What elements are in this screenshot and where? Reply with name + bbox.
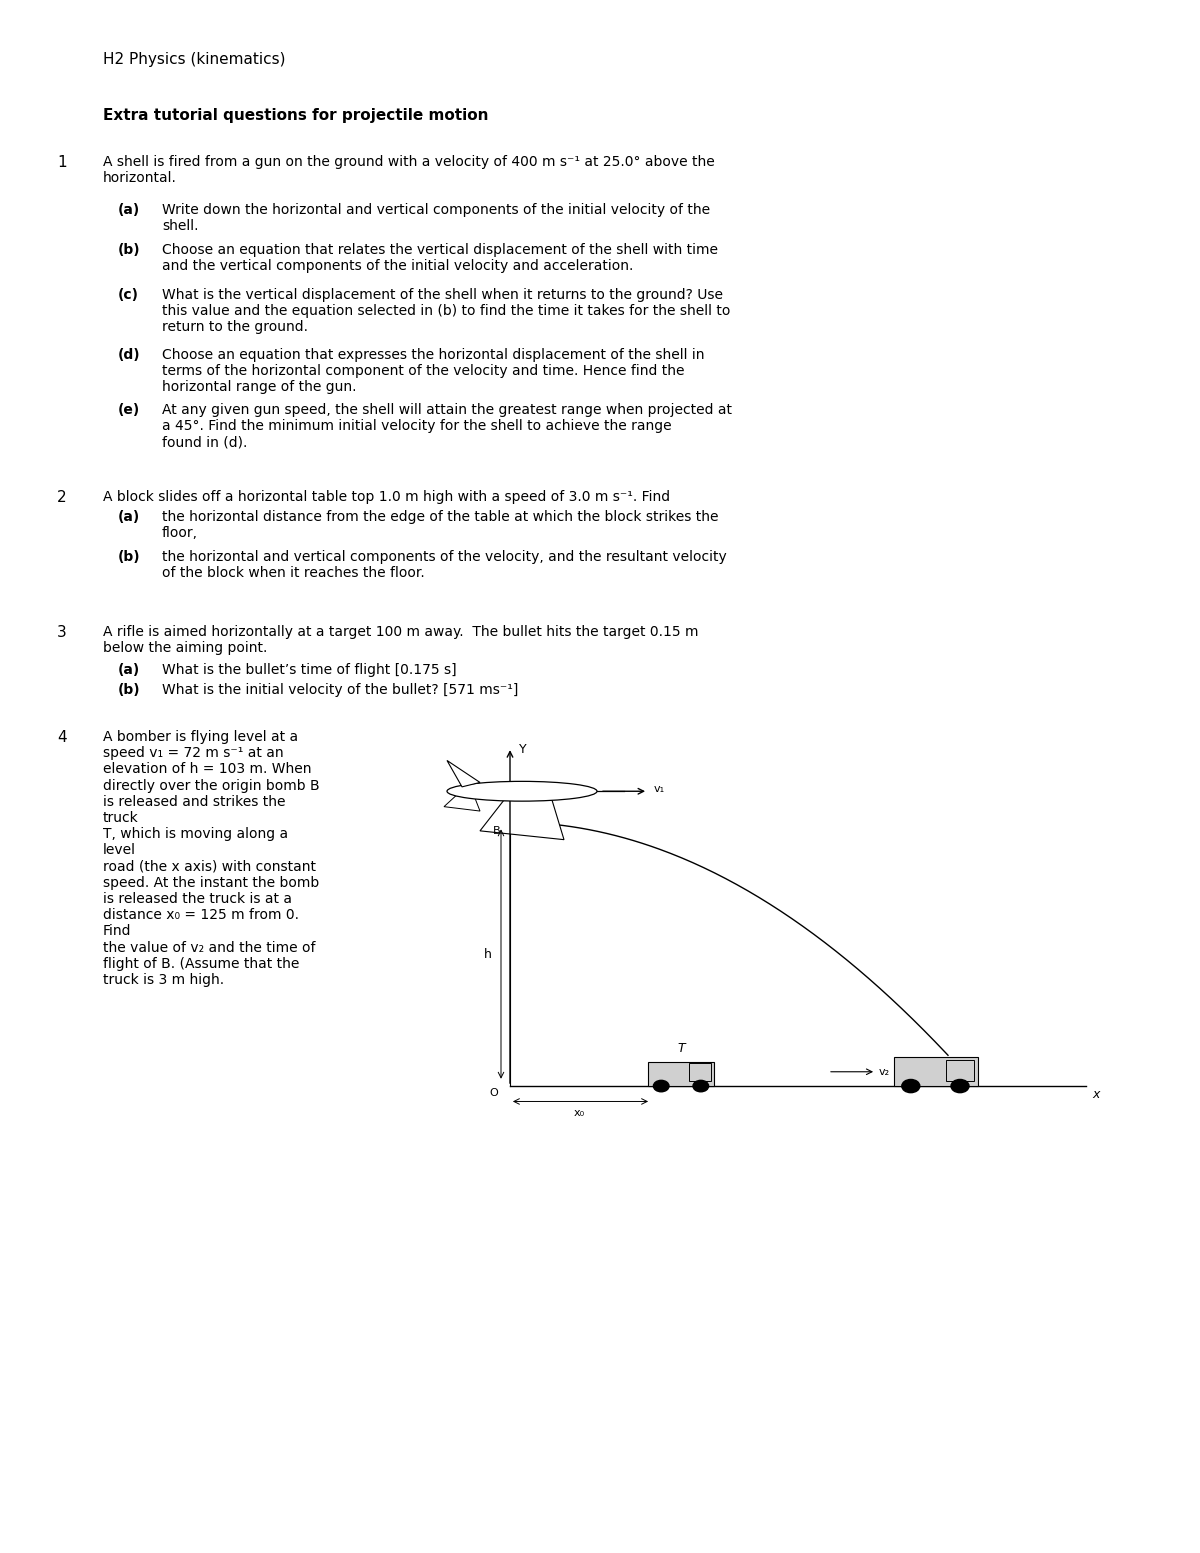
FancyBboxPatch shape [689, 1064, 710, 1081]
Text: v₂: v₂ [878, 1067, 890, 1076]
Text: H2 Physics (kinematics): H2 Physics (kinematics) [103, 51, 286, 67]
Text: h: h [484, 947, 492, 961]
Text: 1: 1 [58, 155, 67, 169]
Text: (c): (c) [118, 287, 139, 301]
Text: A shell is fired from a gun on the ground with a velocity of 400 m s⁻¹ at 25.0° : A shell is fired from a gun on the groun… [103, 155, 715, 185]
Polygon shape [444, 795, 480, 811]
Text: What is the bullet’s time of flight [0.175 s]: What is the bullet’s time of flight [0.1… [162, 663, 457, 677]
Circle shape [694, 1081, 708, 1092]
FancyBboxPatch shape [894, 1058, 978, 1086]
Text: (d): (d) [118, 348, 140, 362]
FancyBboxPatch shape [648, 1062, 714, 1086]
Text: the horizontal distance from the edge of the table at which the block strikes th: the horizontal distance from the edge of… [162, 509, 719, 540]
Text: At any given gun speed, the shell will attain the greatest range when projected : At any given gun speed, the shell will a… [162, 402, 732, 449]
Text: (a): (a) [118, 663, 140, 677]
FancyBboxPatch shape [946, 1061, 974, 1081]
Text: Choose an equation that relates the vertical displacement of the shell with time: Choose an equation that relates the vert… [162, 242, 718, 273]
Text: v₁: v₁ [654, 784, 665, 794]
Text: 3: 3 [58, 624, 67, 640]
Text: the horizontal and vertical components of the velocity, and the resultant veloci: the horizontal and vertical components o… [162, 550, 727, 581]
Text: (a): (a) [118, 509, 140, 523]
Text: O: O [490, 1089, 498, 1098]
Text: A bomber is flying level at a
speed v₁ = 72 m s⁻¹ at an
elevation of h = 103 m. : A bomber is flying level at a speed v₁ =… [103, 730, 319, 988]
Ellipse shape [446, 781, 598, 801]
Text: (b): (b) [118, 550, 140, 564]
Text: 4: 4 [58, 730, 67, 745]
Text: (b): (b) [118, 242, 140, 256]
Text: B: B [493, 826, 502, 837]
Text: (a): (a) [118, 203, 140, 217]
Text: x: x [1092, 1089, 1099, 1101]
Polygon shape [446, 761, 480, 787]
Text: What is the vertical displacement of the shell when it returns to the ground? Us: What is the vertical displacement of the… [162, 287, 731, 334]
Text: A block slides off a horizontal table top 1.0 m high with a speed of 3.0 m s⁻¹. : A block slides off a horizontal table to… [103, 491, 670, 505]
Text: 2: 2 [58, 491, 67, 505]
Text: Write down the horizontal and vertical components of the initial velocity of the: Write down the horizontal and vertical c… [162, 203, 710, 233]
Text: What is the initial velocity of the bullet? [571 ms⁻¹]: What is the initial velocity of the bull… [162, 683, 518, 697]
Polygon shape [480, 800, 564, 840]
Circle shape [654, 1081, 670, 1092]
Text: Y: Y [520, 742, 527, 756]
Text: Choose an equation that expresses the horizontal displacement of the shell in
te: Choose an equation that expresses the ho… [162, 348, 704, 394]
Text: A rifle is aimed horizontally at a target 100 m away.  The bullet hits the targe: A rifle is aimed horizontally at a targe… [103, 624, 698, 655]
Text: Extra tutorial questions for projectile motion: Extra tutorial questions for projectile … [103, 109, 488, 123]
Circle shape [952, 1079, 970, 1093]
Text: (e): (e) [118, 402, 140, 418]
Text: (b): (b) [118, 683, 140, 697]
Text: T: T [677, 1042, 685, 1056]
Circle shape [902, 1079, 919, 1093]
Text: x₀: x₀ [574, 1109, 584, 1118]
